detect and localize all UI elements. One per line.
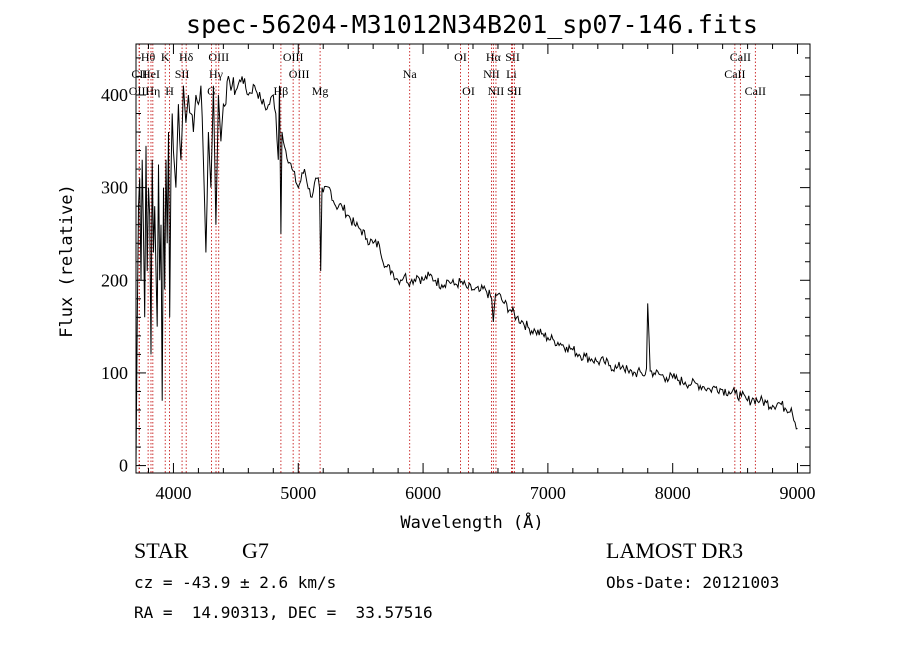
marker-label-25: CaII bbox=[730, 50, 751, 64]
x-tick-label-0: 4000 bbox=[155, 483, 191, 503]
marker-label-19: Hα bbox=[486, 50, 502, 64]
object-class: STAR bbox=[134, 538, 189, 563]
marker-label-6: SII bbox=[175, 67, 190, 81]
marker-label-4: Hη bbox=[145, 84, 160, 98]
marker-label-9: OIII bbox=[208, 50, 229, 64]
y-tick-label-4: 400 bbox=[101, 85, 128, 105]
x-tick-label-1: 5000 bbox=[280, 483, 316, 503]
marker-label-21: NII bbox=[488, 84, 505, 98]
marker-label-24: SII bbox=[507, 84, 522, 98]
y-tick-label-2: 200 bbox=[101, 270, 128, 290]
y-axis-label: Flux (relative) bbox=[57, 184, 77, 338]
plot-frame bbox=[135, 43, 811, 474]
marker-label-17: OI bbox=[454, 50, 467, 64]
marker-label-11: G bbox=[207, 84, 216, 98]
marker-label-18: OI bbox=[462, 84, 475, 98]
marker-label-27: CaII bbox=[745, 84, 766, 98]
spectrum-line bbox=[135, 75, 798, 466]
marker-label-15: Mg bbox=[312, 84, 329, 98]
marker-label-8: Hδ bbox=[179, 50, 194, 64]
obs-date: Obs-Date: 20121003 bbox=[606, 573, 780, 592]
x-tick-label-3: 7000 bbox=[530, 483, 566, 503]
x-axis-label: Wavelength (Å) bbox=[400, 511, 543, 533]
marker-label-14: Hβ bbox=[274, 84, 289, 98]
marker-label-23: Li bbox=[506, 67, 517, 81]
marker-label-2: HeI bbox=[142, 67, 160, 81]
marker-label-13: OIII bbox=[289, 67, 310, 81]
marker-label-0: Hθ bbox=[141, 50, 156, 64]
marker-label-10: Hγ bbox=[209, 67, 224, 81]
y-tick-label-0: 0 bbox=[119, 456, 128, 476]
marker-label-1: CII bbox=[131, 67, 147, 81]
marker-label-20: NII bbox=[483, 67, 500, 81]
axes: 4000 5000 6000 7000 8000 9000 0 100 200 300 400 bbox=[101, 43, 816, 503]
coordinates: RA = 14.90313, DEC = 33.57516 bbox=[134, 603, 433, 622]
y-tick-label-1: 100 bbox=[101, 363, 128, 383]
marker-label-26: CaII bbox=[724, 67, 745, 81]
marker-label-16: Na bbox=[403, 67, 418, 81]
marker-label-7: H bbox=[165, 84, 174, 98]
x-tick-label-5: 9000 bbox=[780, 483, 816, 503]
redshift: cz = -43.9 ± 2.6 km/s bbox=[134, 573, 337, 592]
survey-name: LAMOST DR3 bbox=[606, 538, 744, 563]
chart-title: spec-56204-M31012N34B201_sp07-146.fits bbox=[186, 10, 758, 39]
x-tick-label-2: 6000 bbox=[405, 483, 441, 503]
spectrum-chart: spec-56204-M31012N34B201_sp07-146.fits H… bbox=[57, 10, 816, 533]
y-tick-label-3: 300 bbox=[101, 178, 128, 198]
marker-label-22: SII bbox=[505, 50, 520, 64]
marker-label-12: OIII bbox=[283, 50, 304, 64]
subclass: G7 bbox=[242, 538, 269, 563]
marker-label-5: K bbox=[161, 50, 170, 64]
series-layer bbox=[135, 75, 798, 466]
x-tick-label-4: 8000 bbox=[655, 483, 691, 503]
